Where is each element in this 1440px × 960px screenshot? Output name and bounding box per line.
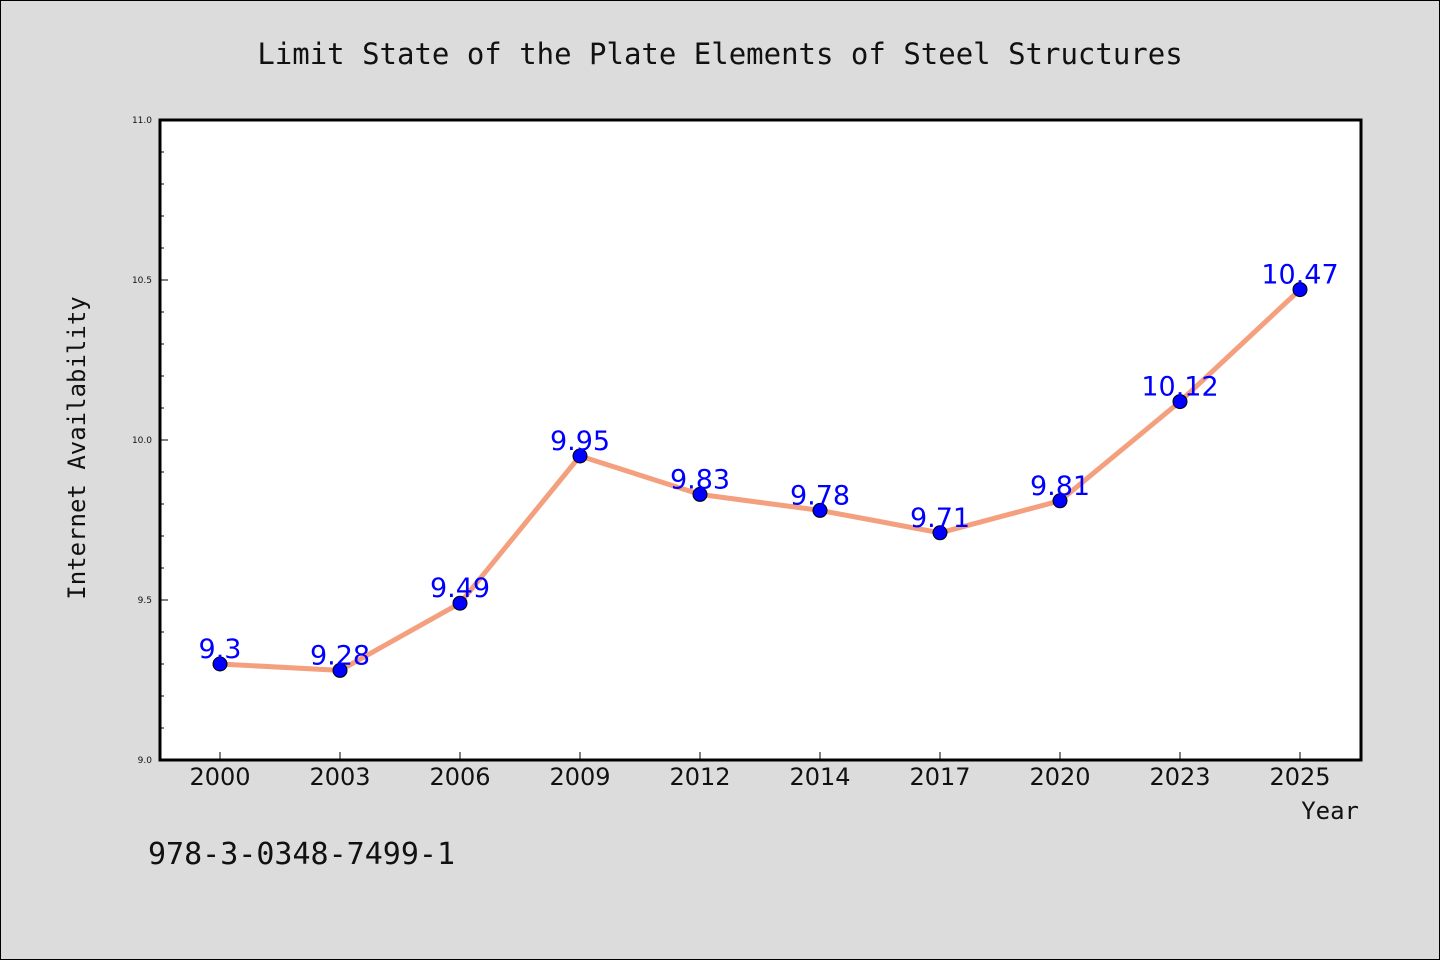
x-tick-label: 2009 [549,763,610,791]
data-labels: 9.3 9.28 9.49 9.95 9.83 9.78 9.71 9.81 10.12 10.4… [199,260,1339,672]
data-point [812,502,828,518]
x-tick-label: 2006 [429,763,490,791]
data-label: 9.81 [1030,471,1090,502]
x-tick-label: 2017 [909,763,970,791]
chart-title: Limit State of the Plate Elements of Ste… [257,37,1182,71]
y-tick-label: 10.0 [132,436,152,446]
data-point [1292,282,1308,298]
x-axis-label: Year [1301,797,1359,825]
y-tick-label: 11.0 [132,116,152,126]
data-label: 9.28 [310,640,370,671]
data-point [212,656,228,672]
data-points [212,282,1308,678]
x-tick-label: 2014 [789,763,850,791]
y-tick-label: 9.0 [138,756,153,766]
x-tick-label: 2023 [1149,763,1210,791]
x-tick-label: 2000 [189,763,250,791]
data-label: 9.71 [910,503,970,534]
y-tick-label: 10.5 [132,276,152,286]
data-label: 9.49 [430,573,490,604]
data-label: 9.78 [790,480,850,511]
data-label: 9.95 [550,426,610,457]
data-point [1052,493,1068,509]
x-tick-label: 2012 [669,763,730,791]
data-point [452,595,468,611]
data-point [332,662,348,678]
isbn-text: 978-3-0348-7499-1 [148,837,455,872]
y-axis: 9.0 9.5 10.0 10.5 11.0 [132,116,168,766]
x-tick-label: 2020 [1029,763,1090,791]
series-line [217,287,1303,673]
data-point [932,525,948,541]
data-point [572,448,588,464]
y-tick-label: 9.5 [138,596,152,606]
data-label: 10.12 [1141,372,1218,403]
x-tick-label: 2003 [309,763,370,791]
data-label: 9.83 [670,464,730,495]
data-point [692,486,708,502]
data-label: 9.3 [199,634,242,665]
data-label: 10.47 [1261,260,1338,291]
y-axis-label: Internet Availability [63,296,91,599]
plot-area [158,118,1363,762]
data-point [1172,394,1188,410]
x-axis: 2000 2003 2006 2009 2012 2014 2017 2020 2023 2025 [189,752,1331,791]
x-tick-label: 2025 [1269,763,1330,791]
